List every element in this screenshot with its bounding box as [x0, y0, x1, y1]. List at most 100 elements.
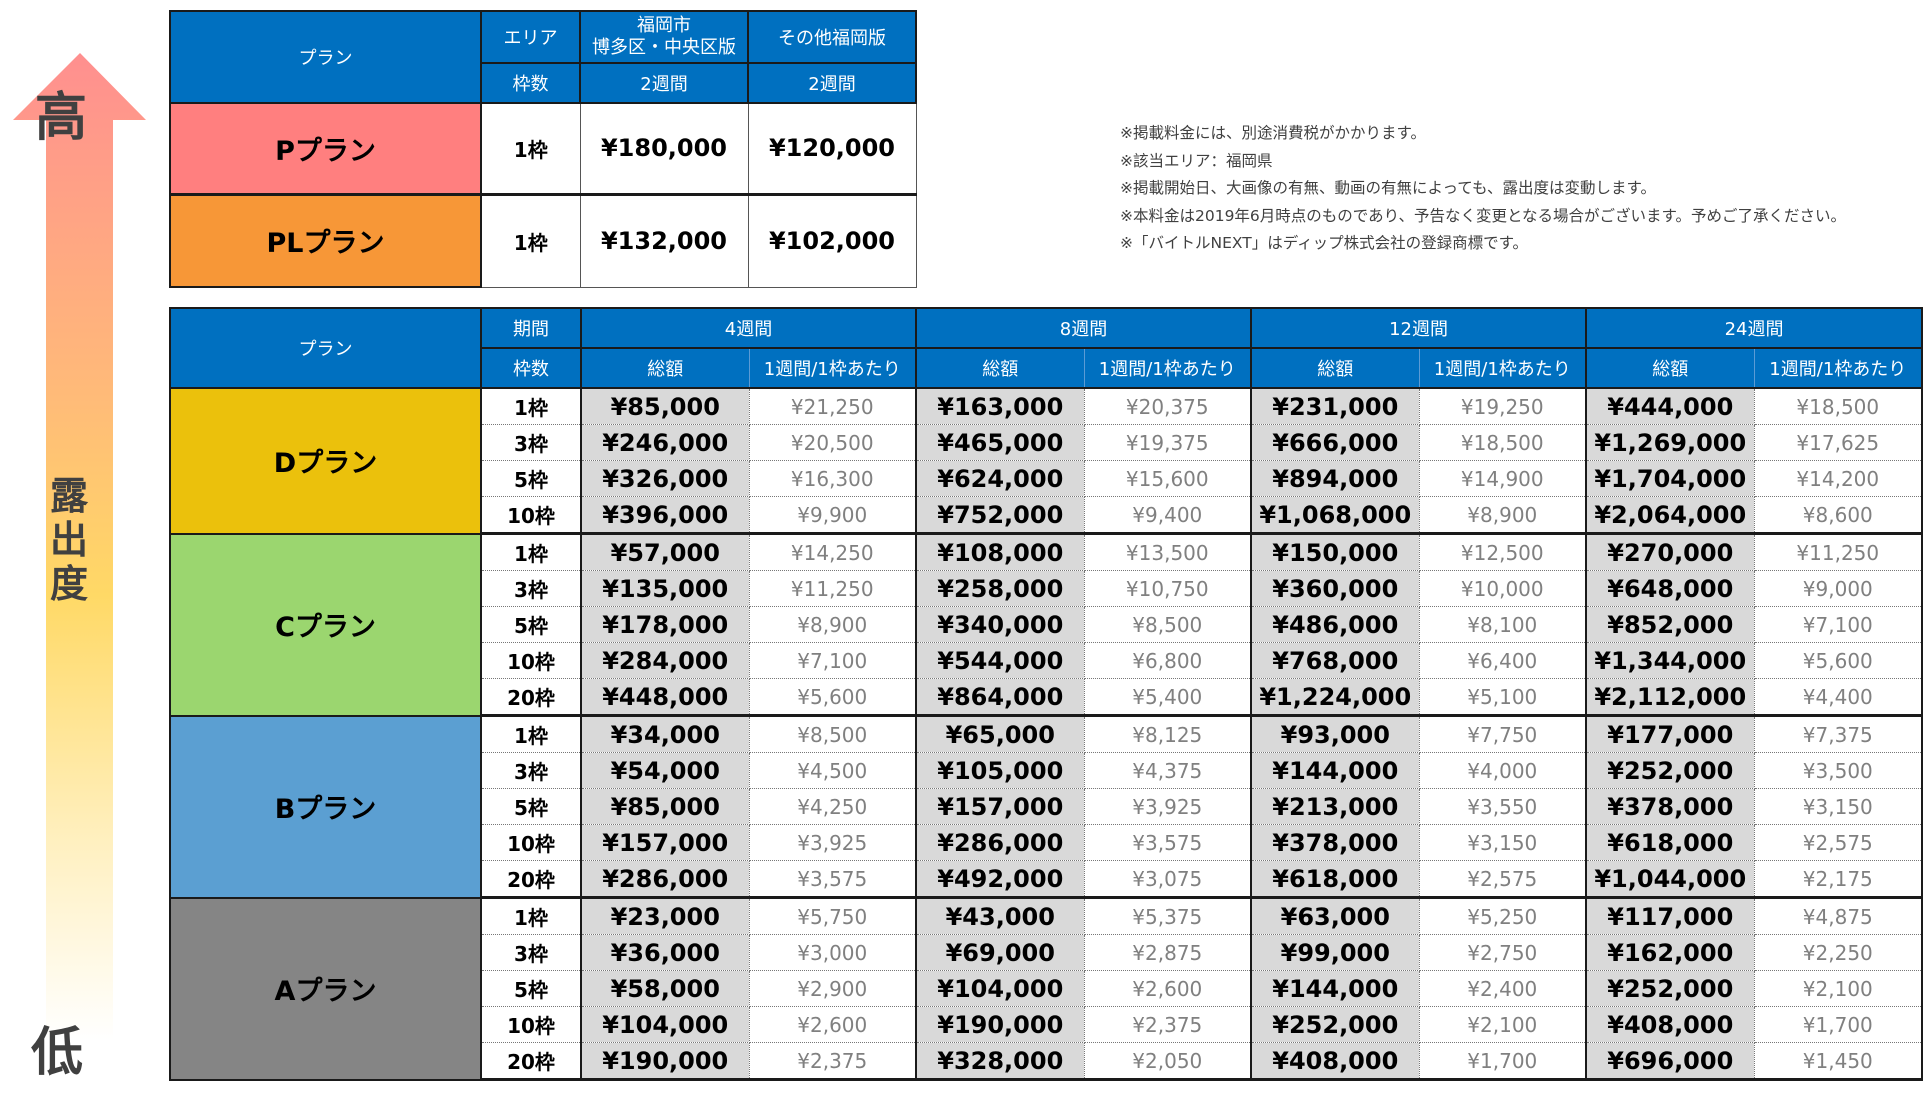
total-price: ¥618,000 [1586, 824, 1755, 861]
high-label: 高 [35, 88, 88, 148]
unit-price: ¥2,175 [1754, 860, 1924, 899]
table-row: 20枠 ¥286,000 ¥3,575 ¥492,000 ¥3,075 ¥618,000 ¥… [170, 860, 1924, 899]
table-row: 3枠 ¥246,000 ¥20,500 ¥465,000 ¥19,375 ¥666,000… [170, 424, 1924, 461]
unit-price: ¥9,400 [1084, 496, 1253, 535]
price-cell: ¥102,000 [747, 193, 917, 288]
table-row: 20枠 ¥190,000 ¥2,375 ¥328,000 ¥2,050 ¥408,000 ¥… [170, 1042, 1924, 1081]
unit-price-header: 1週間/1枠あたり [1083, 347, 1253, 389]
total-price: ¥752,000 [916, 496, 1085, 535]
unit-price: ¥3,075 [1084, 860, 1253, 899]
total-header: 総額 [915, 347, 1085, 389]
total-price: ¥648,000 [1586, 570, 1755, 607]
total-price: ¥396,000 [581, 496, 750, 535]
table-row: 5枠 ¥58,000 ¥2,900 ¥104,000 ¥2,600 ¥144,000 ¥2,… [170, 970, 1924, 1007]
total-price: ¥104,000 [916, 970, 1085, 1007]
slot-count: 20枠 [480, 678, 582, 717]
period-header: 2週間 [747, 62, 917, 104]
total-price: ¥286,000 [581, 860, 750, 899]
unit-price: ¥16,300 [749, 460, 918, 497]
table-row: PLプラン 1枠 ¥132,000 ¥102,000 [169, 193, 917, 288]
unit-price: ¥2,575 [1419, 860, 1588, 899]
unit-price: ¥5,100 [1419, 678, 1588, 717]
exposure-label: 露出度 [49, 474, 88, 606]
unit-price: ¥8,900 [1419, 496, 1588, 535]
price-cell: ¥120,000 [747, 102, 917, 196]
total-price: ¥444,000 [1586, 388, 1755, 425]
period-8w-header: 8週間 [915, 307, 1253, 349]
total-price: ¥2,112,000 [1586, 678, 1755, 717]
table-row: 5枠 ¥85,000 ¥4,250 ¥157,000 ¥3,925 ¥213,000 ¥3,… [170, 788, 1924, 825]
unit-price: ¥5,250 [1419, 897, 1588, 935]
total-price: ¥894,000 [1251, 460, 1420, 497]
total-price: ¥618,000 [1251, 860, 1420, 899]
total-price: ¥177,000 [1586, 715, 1755, 753]
plan-name-c: Cプラン [169, 532, 482, 717]
unit-price: ¥4,875 [1754, 897, 1924, 935]
note-item: ※本料金は2019年6月時点のものであり、予告なく変更となる場合がございます。予… [1120, 206, 1847, 225]
unit-price: ¥4,500 [749, 752, 918, 789]
unit-price: ¥2,875 [1084, 934, 1253, 971]
total-price: ¥486,000 [1251, 606, 1420, 643]
slot-count: 1枠 [480, 388, 582, 425]
pricing-body: Dプラン 1枠 ¥85,000 ¥21,250 ¥163,000 ¥20,375 ¥231,… [169, 387, 1924, 1081]
total-price: ¥104,000 [581, 1006, 750, 1043]
plan-header: プラン [169, 10, 482, 104]
total-price: ¥93,000 [1251, 715, 1420, 753]
unit-price: ¥14,900 [1419, 460, 1588, 497]
unit-price: ¥8,500 [749, 715, 918, 753]
unit-price: ¥5,600 [749, 678, 918, 717]
premium-plan-table: プラン エリア 福岡市 博多区・中央区版 その他福岡版 枠数 2週間 2週間 P… [169, 10, 917, 288]
area-other-fukuoka-header: その他福岡版 [747, 10, 917, 64]
unit-price: ¥15,600 [1084, 460, 1253, 497]
unit-price: ¥8,600 [1754, 496, 1924, 535]
table-row: 3枠 ¥54,000 ¥4,500 ¥105,000 ¥4,375 ¥144,000 ¥4,… [170, 752, 1924, 789]
unit-price: ¥4,400 [1754, 678, 1924, 717]
total-price: ¥162,000 [1586, 934, 1755, 971]
unit-price: ¥3,575 [1084, 824, 1253, 861]
unit-price: ¥1,450 [1754, 1042, 1924, 1081]
total-price: ¥666,000 [1251, 424, 1420, 461]
total-header: 総額 [1585, 347, 1755, 389]
unit-price: ¥7,375 [1754, 715, 1924, 753]
total-price: ¥852,000 [1586, 606, 1755, 643]
total-price: ¥408,000 [1251, 1042, 1420, 1081]
total-price: ¥1,269,000 [1586, 424, 1755, 461]
total-price: ¥1,344,000 [1586, 642, 1755, 679]
total-price: ¥65,000 [916, 715, 1085, 753]
total-price: ¥1,044,000 [1586, 860, 1755, 899]
slot-count: 20枠 [480, 860, 582, 899]
unit-price: ¥2,400 [1419, 970, 1588, 1007]
table-row: Aプラン 1枠 ¥23,000 ¥5,750 ¥43,000 ¥5,375 ¥63,000 ¥… [169, 896, 1924, 1081]
unit-price: ¥2,375 [1084, 1006, 1253, 1043]
total-price: ¥117,000 [1586, 897, 1755, 935]
total-price: ¥157,000 [916, 788, 1085, 825]
total-price: ¥150,000 [1251, 533, 1420, 571]
unit-price: ¥2,750 [1419, 934, 1588, 971]
unit-price-header: 1週間/1枠あたり [1753, 347, 1924, 389]
unit-price: ¥11,250 [749, 570, 918, 607]
table-row: Pプラン 1枠 ¥180,000 ¥120,000 [169, 102, 917, 196]
unit-price: ¥21,250 [749, 388, 918, 425]
slot-count: 10枠 [480, 496, 582, 535]
slot-count: 3枠 [480, 934, 582, 971]
total-price: ¥178,000 [581, 606, 750, 643]
total-price: ¥328,000 [916, 1042, 1085, 1081]
unit-price: ¥18,500 [1754, 388, 1924, 425]
note-item: ※「バイトルNEXT」はディップ株式会社の登録商標です。 [1120, 234, 1529, 252]
total-price: ¥163,000 [916, 388, 1085, 425]
total-price: ¥99,000 [1251, 934, 1420, 971]
total-price: ¥340,000 [916, 606, 1085, 643]
plan-name-b: Bプラン [169, 714, 482, 899]
up-arrow-icon [13, 53, 146, 1040]
unit-price: ¥20,375 [1084, 388, 1253, 425]
total-price: ¥492,000 [916, 860, 1085, 899]
price-cell: ¥180,000 [579, 102, 749, 196]
total-header: 総額 [580, 347, 750, 389]
total-price: ¥465,000 [916, 424, 1085, 461]
unit-price: ¥9,000 [1754, 570, 1924, 607]
total-price: ¥69,000 [916, 934, 1085, 971]
slot-count: 1枠 [480, 533, 582, 571]
period-4w-header: 4週間 [579, 307, 918, 349]
plan-pricing-table: プラン 期間 4週間 8週間 12週間 24週間 枠数 総額 1週間/1枠あたり… [169, 307, 1924, 1081]
low-label: 低 [31, 1023, 84, 1083]
